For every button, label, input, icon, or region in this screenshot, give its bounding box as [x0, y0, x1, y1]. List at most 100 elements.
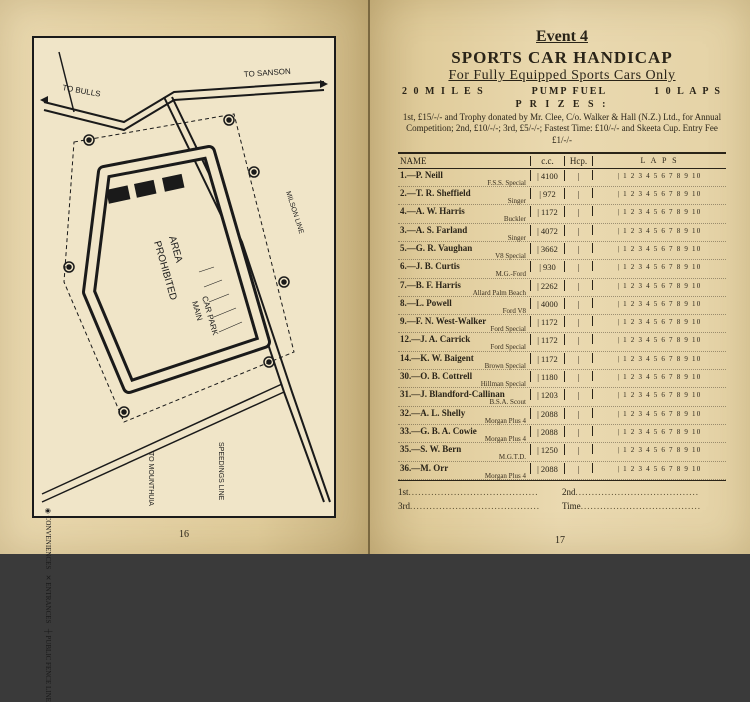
hcp-value: | [564, 243, 592, 254]
cc-value: | 972 [530, 188, 564, 199]
spec-laps: 1 0 L A P S [654, 86, 722, 97]
cc-value: | 4072 [530, 225, 564, 236]
prizes-label: P R I Z E S : [398, 99, 726, 110]
car-name: Morgan Plus 4 [400, 436, 530, 442]
lap-ticks: | 1 2 3 4 5 6 7 8 9 10 [592, 298, 726, 308]
hcp-value: | [564, 463, 592, 474]
col-cc: c.c. [530, 156, 564, 166]
hcp-value: | [564, 316, 592, 327]
cc-value: | 2088 [530, 426, 564, 437]
hcp-value: | [564, 225, 592, 236]
table-row: 2.—T. R. SheffieldSinger| 972|| 1 2 3 4 … [398, 187, 726, 205]
car-name: V8 Special [400, 253, 530, 259]
car-name: Morgan Plus 4 [400, 473, 530, 479]
table-row: 3.—A. S. FarlandSinger| 4072|| 1 2 3 4 5… [398, 224, 726, 242]
finishers-block: 1st.....................................… [398, 487, 726, 511]
car-name: Morgan Plus 4 [400, 418, 530, 424]
right-page: Event 4 SPORTS CAR HANDICAP For Fully Eq… [370, 0, 750, 554]
car-name: B.S.A. Scout [400, 399, 530, 405]
label-speedings: SPEEDINGS LINE [217, 442, 224, 501]
table-row: 7.—B. F. HarrisAllard Palm Beach| 2262||… [398, 279, 726, 297]
label-to-bulls: TO BULLS [62, 83, 102, 99]
lap-ticks: | 1 2 3 4 5 6 7 8 9 10 [592, 408, 726, 418]
table-row: 31.—J. Blandford-CallinanB.S.A. Scout| 1… [398, 388, 726, 406]
hcp-value: | [564, 170, 592, 181]
cc-value: | 1203 [530, 389, 564, 400]
car-name: Singer [400, 198, 530, 204]
left-page: TO BULLS TO SANSON MILSON LINE [0, 0, 370, 554]
table-row: 32.—A. L. ShellyMorgan Plus 4| 2088|| 1 … [398, 407, 726, 425]
event-number: Event 4 [536, 28, 588, 46]
lap-ticks: | 1 2 3 4 5 6 7 8 9 10 [592, 243, 726, 253]
event-subtitle: For Fully Equipped Sports Cars Only [398, 68, 726, 84]
table-row: 5.—G. R. VaughanV8 Special| 3662|| 1 2 3… [398, 242, 726, 260]
hcp-value: | [564, 206, 592, 217]
lap-ticks: | 1 2 3 4 5 6 7 8 9 10 [592, 353, 726, 363]
lap-ticks: | 1 2 3 4 5 6 7 8 9 10 [592, 316, 726, 326]
table-row: 12.—J. A. CarrickFord Special| 1172|| 1 … [398, 333, 726, 351]
map-frame: TO BULLS TO SANSON MILSON LINE [32, 36, 336, 518]
car-name: Allard Palm Beach [400, 290, 530, 296]
col-name: NAME [398, 156, 530, 166]
car-name: Ford V8 [400, 308, 530, 314]
place-1st: 1st.....................................… [398, 487, 562, 497]
cc-value: | 930 [530, 261, 564, 272]
lap-ticks: | 1 2 3 4 5 6 7 8 9 10 [592, 188, 726, 198]
lap-ticks: | 1 2 3 4 5 6 7 8 9 10 [592, 280, 726, 290]
finish-time: Time....................................… [562, 501, 726, 511]
cc-value: | 2088 [530, 463, 564, 474]
spec-fuel: PUMP FUEL [532, 86, 608, 97]
col-hcp: Hcp. [564, 156, 592, 166]
lap-ticks: | 1 2 3 4 5 6 7 8 9 10 [592, 463, 726, 473]
table-row: 35.—S. W. BernM.G.T.D.| 1250|| 1 2 3 4 5… [398, 443, 726, 461]
lap-ticks: | 1 2 3 4 5 6 7 8 9 10 [592, 334, 726, 344]
hcp-value: | [564, 280, 592, 291]
table-header: NAME c.c. Hcp. L A P S [398, 154, 726, 169]
cc-value: | 1172 [530, 316, 564, 327]
lap-ticks: | 1 2 3 4 5 6 7 8 9 10 [592, 444, 726, 454]
cc-value: | 4100 [530, 170, 564, 181]
hcp-value: | [564, 371, 592, 382]
cc-value: | 1172 [530, 353, 564, 364]
cc-value: | 1250 [530, 444, 564, 455]
spec-line: 2 0 M I L E S PUMP FUEL 1 0 L A P S [398, 84, 726, 97]
page-number-left: 16 [0, 529, 368, 540]
hcp-value: | [564, 261, 592, 272]
event-title: SPORTS CAR HANDICAP [398, 48, 726, 68]
car-name: Ford Special [400, 344, 530, 350]
table-row: 1.—P. NeillF.S.S. Special| 4100|| 1 2 3 … [398, 169, 726, 187]
table-body: 1.—P. NeillF.S.S. Special| 4100|| 1 2 3 … [398, 169, 726, 480]
col-laps: L A P S [592, 156, 726, 166]
hcp-value: | [564, 188, 592, 199]
car-name: M.G.T.D. [400, 454, 530, 460]
car-name: M.G.-Ford [400, 271, 530, 277]
label-mounthuia: TO MOUNTHUIA [147, 452, 154, 506]
prizes-text: 1st, £15/-/- and Trophy donated by Mr. C… [398, 112, 726, 146]
lap-ticks: | 1 2 3 4 5 6 7 8 9 10 [592, 170, 726, 180]
hcp-value: | [564, 408, 592, 419]
car-name: Hillman Special [400, 381, 530, 387]
hcp-value: | [564, 426, 592, 437]
hcp-value: | [564, 298, 592, 309]
car-name: Singer [400, 235, 530, 241]
cc-value: | 1172 [530, 206, 564, 217]
place-2nd: 2nd.....................................… [562, 487, 726, 497]
cc-value: | 3662 [530, 243, 564, 254]
place-3rd: 3rd.....................................… [398, 501, 562, 511]
cc-value: | 4000 [530, 298, 564, 309]
table-row: 30.—O. B. CottrellHillman Special| 1180|… [398, 370, 726, 388]
hcp-value: | [564, 389, 592, 400]
lap-ticks: | 1 2 3 4 5 6 7 8 9 10 [592, 371, 726, 381]
label-milson: MILSON LINE [284, 190, 304, 235]
track-map: TO BULLS TO SANSON MILSON LINE [34, 38, 334, 516]
table-row: 4.—A. W. HarrisBuckler| 1172|| 1 2 3 4 5… [398, 205, 726, 223]
event-header: Event 4 SPORTS CAR HANDICAP For Fully Eq… [398, 28, 726, 146]
cc-value: | 2088 [530, 408, 564, 419]
car-name: F.S.S. Special [400, 180, 530, 186]
lap-ticks: | 1 2 3 4 5 6 7 8 9 10 [592, 206, 726, 216]
page-number-right: 17 [370, 535, 750, 546]
driver-name: 36.—M. Orr [400, 463, 530, 473]
lap-ticks: | 1 2 3 4 5 6 7 8 9 10 [592, 225, 726, 235]
car-name: Brown Special [400, 363, 530, 369]
table-row: 36.—M. OrrMorgan Plus 4| 2088|| 1 2 3 4 … [398, 462, 726, 480]
